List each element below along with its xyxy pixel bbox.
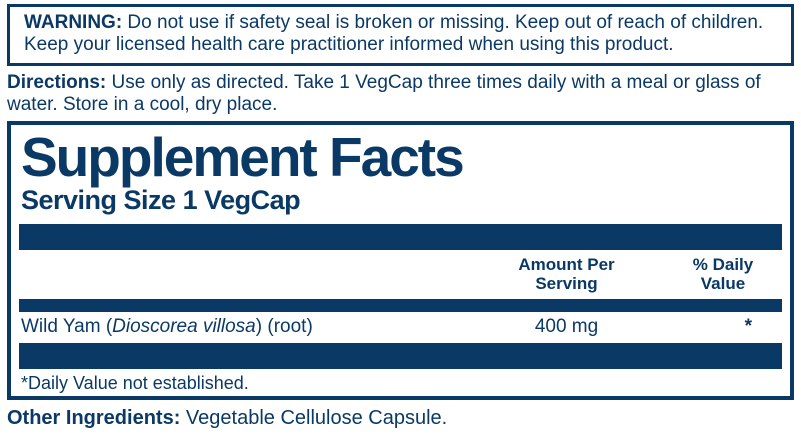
warning-text: Do not use if safety seal is broken or m… (24, 12, 764, 55)
column-header-daily-value: % Daily Value (692, 255, 754, 293)
other-ingredients: Other Ingredients: Vegetable Cellulose C… (7, 407, 797, 430)
ingredient-name-prefix: Wild Yam ( (21, 316, 113, 337)
separator-bar-bottom (19, 343, 782, 369)
column-header-amount: Amount Per Serving (518, 255, 615, 293)
directions-text: Use only as directed. Take 1 VegCap thre… (7, 72, 761, 115)
daily-value-footnote: *Daily Value not established. (21, 373, 249, 393)
warning-label: WARNING: (24, 12, 123, 33)
serving-size: Serving Size 1 VegCap (21, 185, 301, 215)
ingredient-name-suffix: ) (root) (255, 316, 313, 337)
directions: Directions: Use only as directed. Take 1… (7, 72, 797, 116)
ingredient-name: Wild Yam (Dioscorea villosa) (root) (19, 316, 469, 338)
separator-bar-top (19, 224, 782, 250)
ingredient-amount: 400 mg (534, 316, 599, 337)
ingredient-row: Wild Yam (Dioscorea villosa) (root) 400 … (19, 312, 782, 343)
supplement-facts-panel: Supplement Facts Serving Size 1 VegCap A… (7, 121, 794, 400)
ingredient-daily-value: * (744, 316, 752, 337)
column-header-row: Amount Per Serving % Daily Value (19, 250, 782, 299)
directions-label: Directions: (7, 72, 107, 93)
warning-box: WARNING: Do not use if safety seal is br… (7, 4, 794, 66)
ingredient-name-latin: Dioscorea villosa (112, 316, 256, 337)
supplement-facts-title: Supplement Facts (21, 126, 465, 188)
other-ingredients-text: Vegetable Cellulose Capsule. (180, 407, 448, 429)
other-ingredients-label: Other Ingredients: (7, 407, 181, 429)
separator-bar-middle (19, 299, 782, 312)
